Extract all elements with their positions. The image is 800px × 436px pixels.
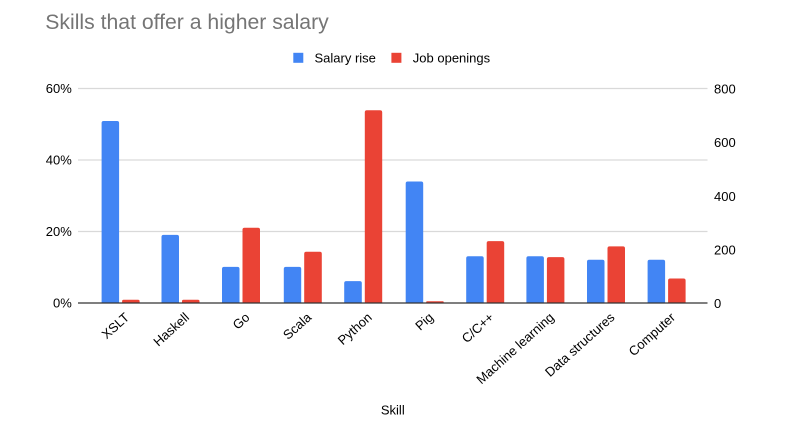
svg-text:600: 600 [714,135,736,150]
svg-text:Salary rise: Salary rise [315,51,376,66]
svg-text:Skill: Skill [381,403,405,418]
svg-text:0%: 0% [53,296,72,311]
svg-text:Skills that offer a higher sal: Skills that offer a higher salary [45,11,329,34]
svg-text:Job openings: Job openings [413,51,491,66]
svg-text:40%: 40% [46,153,72,168]
svg-text:800: 800 [714,82,736,97]
svg-text:400: 400 [714,189,736,204]
svg-text:60%: 60% [46,81,72,96]
svg-text:0: 0 [714,296,721,311]
svg-text:20%: 20% [46,224,72,239]
svg-text:200: 200 [714,243,736,258]
